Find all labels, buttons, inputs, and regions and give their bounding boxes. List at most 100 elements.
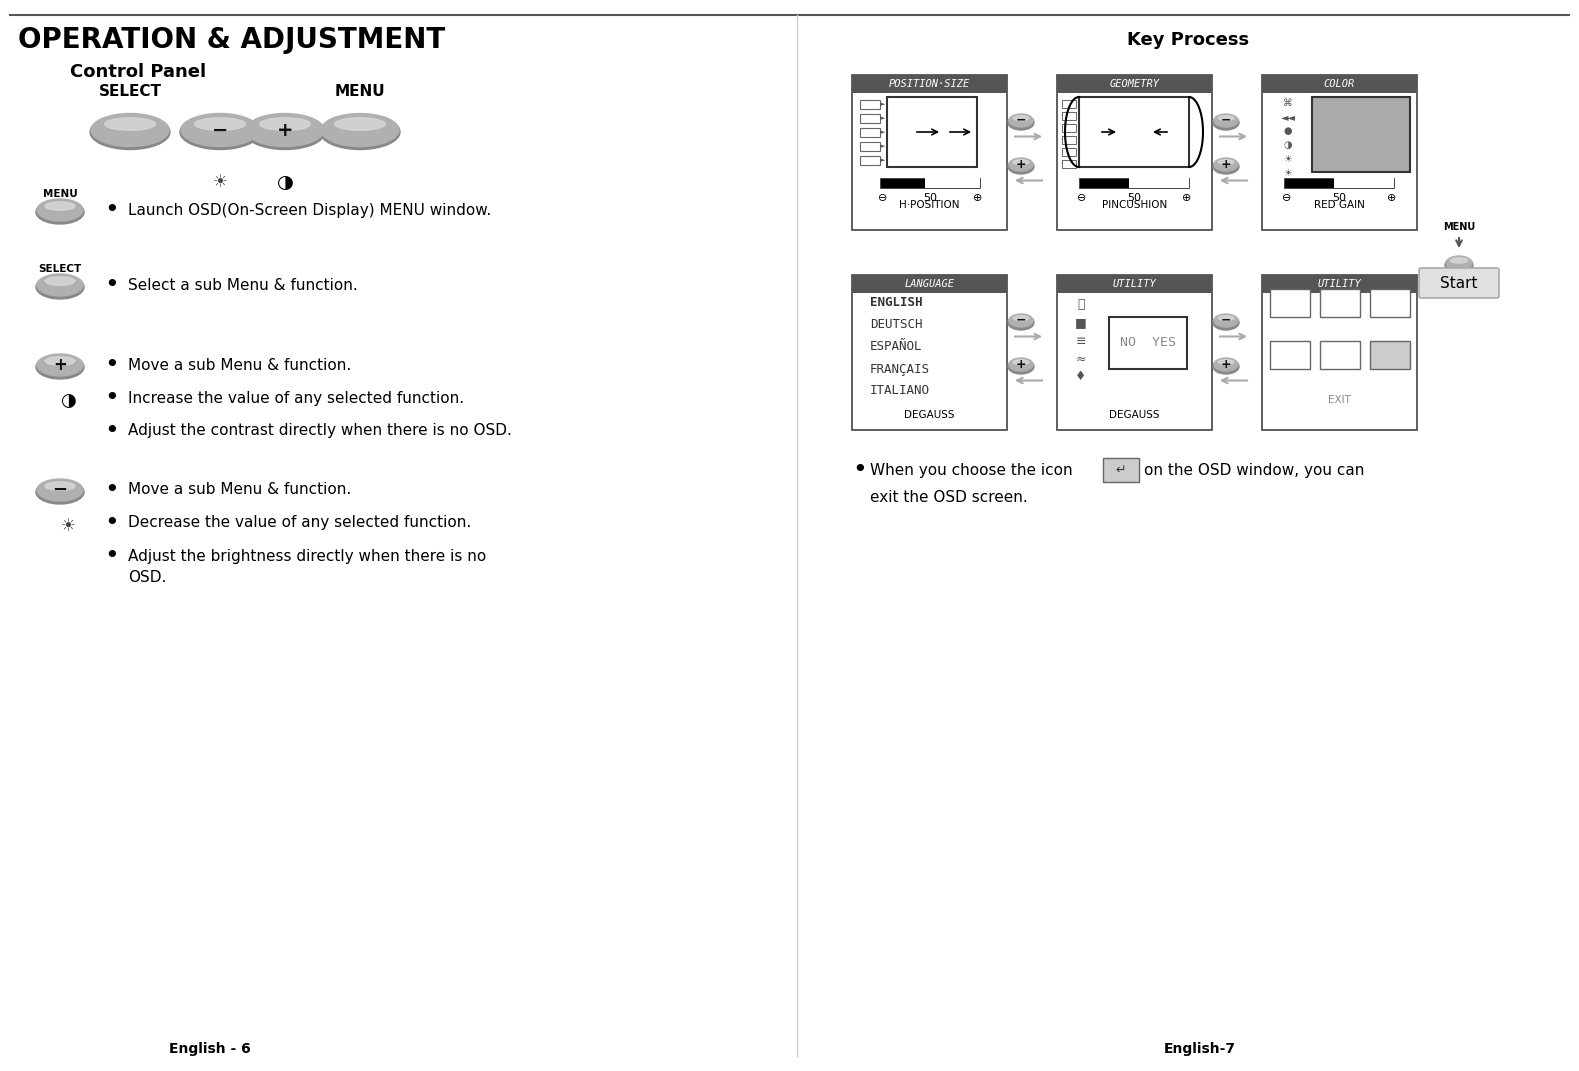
Ellipse shape — [46, 201, 74, 210]
Ellipse shape — [1007, 359, 1034, 374]
Text: Adjust the brightness directly when there is no: Adjust the brightness directly when ther… — [128, 548, 486, 563]
Text: Move a sub Menu & function.: Move a sub Menu & function. — [128, 358, 351, 373]
Ellipse shape — [180, 115, 261, 150]
Ellipse shape — [1214, 114, 1238, 127]
Ellipse shape — [1446, 256, 1472, 270]
Text: −: − — [52, 481, 68, 499]
Text: Control Panel: Control Panel — [69, 63, 207, 81]
Ellipse shape — [259, 118, 311, 131]
Text: ENGLISH: ENGLISH — [870, 297, 922, 310]
Text: ►: ► — [880, 157, 886, 163]
Ellipse shape — [246, 114, 324, 147]
Ellipse shape — [321, 114, 399, 147]
Text: DEUTSCH: DEUTSCH — [870, 318, 922, 332]
FancyBboxPatch shape — [1129, 178, 1189, 188]
Text: ESPAÑOL: ESPAÑOL — [870, 341, 922, 353]
Ellipse shape — [1219, 160, 1233, 165]
Ellipse shape — [1219, 116, 1233, 121]
Text: 🔒: 🔒 — [1077, 299, 1085, 312]
FancyBboxPatch shape — [1104, 458, 1138, 482]
Text: MENU: MENU — [1443, 222, 1475, 232]
FancyBboxPatch shape — [1262, 275, 1416, 429]
Text: ⊖: ⊖ — [1077, 193, 1086, 203]
Text: ►: ► — [880, 129, 886, 135]
Ellipse shape — [1007, 315, 1034, 330]
Text: SELECT: SELECT — [38, 263, 82, 274]
FancyBboxPatch shape — [1056, 75, 1213, 93]
Text: ☀: ☀ — [213, 174, 227, 191]
Text: English - 6: English - 6 — [169, 1042, 251, 1056]
Text: ⌘: ⌘ — [1284, 99, 1293, 108]
Text: +: + — [1221, 358, 1232, 371]
Ellipse shape — [1014, 116, 1030, 121]
Text: ●: ● — [1284, 126, 1292, 136]
FancyBboxPatch shape — [1078, 97, 1189, 167]
FancyBboxPatch shape — [853, 75, 1007, 230]
Text: UTILITY: UTILITY — [1317, 280, 1361, 289]
FancyBboxPatch shape — [1334, 178, 1394, 188]
Text: −: − — [212, 121, 229, 139]
FancyBboxPatch shape — [1063, 112, 1075, 120]
Ellipse shape — [1007, 159, 1034, 174]
Text: EXIT: EXIT — [1328, 395, 1352, 405]
Ellipse shape — [90, 115, 171, 150]
FancyBboxPatch shape — [1056, 75, 1213, 230]
Text: When you choose the icon: When you choose the icon — [870, 463, 1072, 478]
FancyBboxPatch shape — [1063, 160, 1075, 168]
Text: •: • — [104, 198, 120, 222]
Ellipse shape — [1214, 159, 1238, 171]
Ellipse shape — [36, 479, 84, 501]
Ellipse shape — [335, 118, 385, 131]
Text: LANGUAGE: LANGUAGE — [905, 280, 954, 289]
Text: POSITION·SIZE: POSITION·SIZE — [889, 79, 970, 89]
FancyBboxPatch shape — [1063, 136, 1075, 144]
FancyBboxPatch shape — [1320, 289, 1360, 317]
Text: ⊕: ⊕ — [1181, 193, 1191, 203]
Ellipse shape — [46, 482, 74, 491]
Ellipse shape — [245, 115, 325, 150]
Ellipse shape — [1014, 160, 1030, 165]
Text: 50: 50 — [924, 193, 936, 203]
Text: ►: ► — [880, 144, 886, 149]
FancyBboxPatch shape — [925, 178, 981, 188]
Ellipse shape — [36, 480, 84, 504]
Text: Increase the value of any selected function.: Increase the value of any selected funct… — [128, 391, 464, 406]
Text: English-7: English-7 — [1164, 1042, 1236, 1056]
Ellipse shape — [1451, 258, 1467, 263]
Text: ⊕: ⊕ — [973, 193, 982, 203]
Ellipse shape — [1009, 114, 1033, 127]
FancyBboxPatch shape — [1420, 268, 1498, 298]
Text: +: + — [1015, 358, 1026, 371]
Ellipse shape — [36, 355, 84, 376]
Text: DEGAUSS: DEGAUSS — [1110, 410, 1159, 420]
Text: Adjust the contrast directly when there is no OSD.: Adjust the contrast directly when there … — [128, 423, 512, 438]
Text: PINCUSHION: PINCUSHION — [1102, 200, 1167, 210]
FancyBboxPatch shape — [1371, 341, 1410, 369]
Text: −: − — [1221, 314, 1232, 327]
Ellipse shape — [36, 274, 84, 296]
FancyBboxPatch shape — [1063, 100, 1075, 108]
Text: FRANÇAIS: FRANÇAIS — [870, 362, 930, 376]
Ellipse shape — [1213, 359, 1240, 374]
Ellipse shape — [46, 357, 74, 365]
Text: •: • — [104, 544, 120, 568]
FancyBboxPatch shape — [1262, 75, 1416, 93]
Text: ITALIANO: ITALIANO — [870, 384, 930, 397]
FancyBboxPatch shape — [1108, 317, 1187, 369]
Ellipse shape — [92, 114, 169, 147]
FancyBboxPatch shape — [861, 156, 880, 165]
Text: GEOMETRY: GEOMETRY — [1110, 79, 1159, 89]
Text: •: • — [104, 273, 120, 297]
Text: •: • — [104, 478, 120, 502]
Ellipse shape — [194, 118, 245, 131]
Text: Key Process: Key Process — [1127, 31, 1249, 49]
Text: DEGAUSS: DEGAUSS — [905, 410, 955, 420]
Text: ◑: ◑ — [276, 172, 294, 192]
Ellipse shape — [1219, 316, 1233, 320]
Text: OSD.: OSD. — [128, 571, 166, 586]
Ellipse shape — [1014, 316, 1030, 320]
Ellipse shape — [104, 118, 155, 131]
FancyBboxPatch shape — [887, 97, 977, 167]
FancyBboxPatch shape — [1312, 97, 1410, 172]
Text: −: − — [1015, 314, 1026, 327]
